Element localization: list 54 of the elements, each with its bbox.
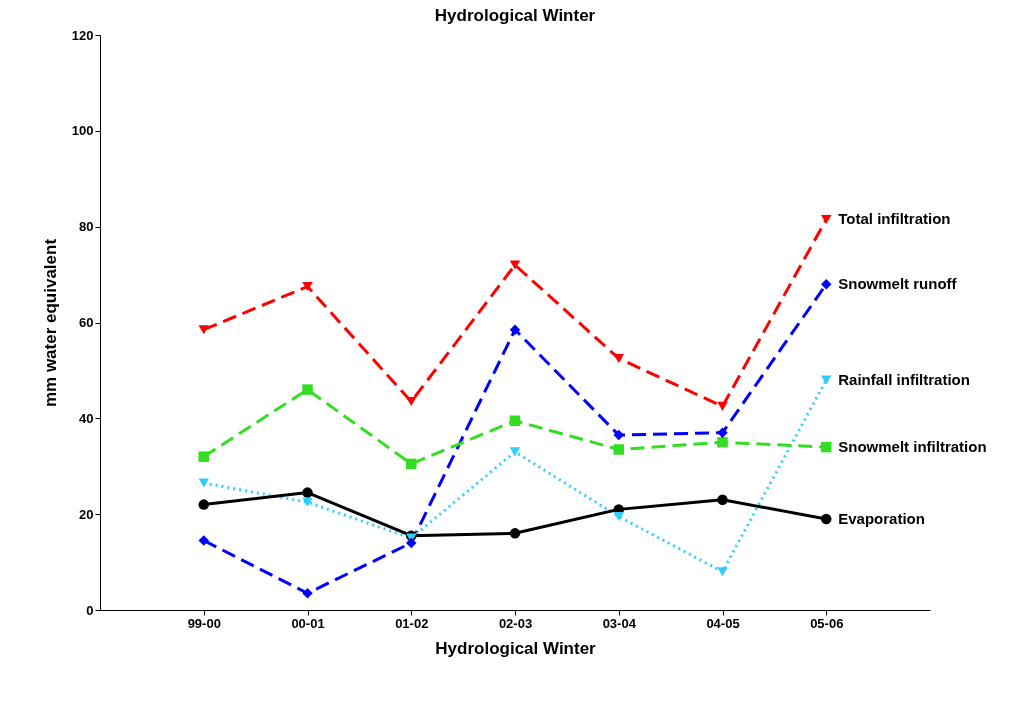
point [302, 587, 313, 599]
point [406, 458, 417, 470]
x-tick-label: 00-01 [291, 615, 325, 631]
point [821, 513, 832, 525]
point [509, 528, 521, 539]
x-tick-label: 04-05 [706, 615, 740, 631]
point [198, 535, 209, 546]
y-tick-label: 80 [79, 219, 94, 235]
y-axis-title: mm water equivalent [40, 238, 60, 408]
y-tick-label: 0 [86, 602, 94, 618]
point [717, 401, 728, 411]
point [717, 427, 728, 438]
point [406, 397, 417, 407]
y-tick-label: 60 [79, 315, 94, 330]
point [509, 447, 521, 457]
y-tick-label: 120 [71, 27, 94, 43]
point [821, 441, 832, 453]
y-tick-label: 20 [79, 506, 94, 522]
x-tick-label: 03-04 [602, 615, 637, 631]
point [821, 278, 832, 290]
point [821, 375, 832, 385]
y-tick-label: 40 [79, 410, 94, 426]
x-axis-title: Hydrological Winter [435, 638, 597, 658]
point [613, 444, 624, 455]
point [198, 478, 209, 488]
series-label: Snowmelt infiltration [838, 438, 987, 456]
point [509, 260, 521, 270]
series-label: Evaporation [838, 509, 925, 527]
point [198, 325, 209, 335]
point [302, 487, 313, 498]
point [198, 451, 209, 462]
point [406, 537, 417, 549]
point [613, 353, 624, 363]
point [717, 567, 728, 577]
series-label: Rainfall infiltration [838, 371, 970, 388]
y-tick-label: 100 [71, 123, 94, 139]
point [717, 437, 728, 448]
point [613, 429, 624, 441]
x-tick-label: 02-03 [498, 615, 533, 631]
point [198, 499, 209, 510]
point [717, 494, 728, 506]
series-label: Total infiltration [838, 210, 951, 228]
point [302, 282, 313, 292]
point [302, 497, 313, 507]
point [302, 384, 313, 395]
point [509, 324, 521, 335]
point [613, 512, 624, 522]
series-label: Snowmelt runoff [838, 275, 958, 293]
x-tick-label: 05-06 [810, 615, 844, 631]
point [821, 214, 832, 225]
x-tick-label: 01-02 [395, 615, 429, 631]
chart-title: Hydrological Winter [434, 6, 596, 25]
point [509, 415, 521, 426]
x-tick-label: 99-00 [187, 615, 221, 631]
